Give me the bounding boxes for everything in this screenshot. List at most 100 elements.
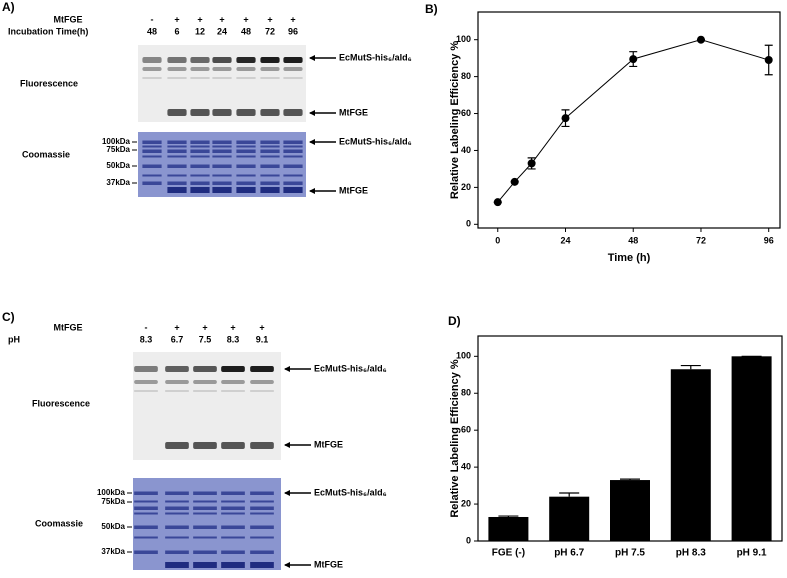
lane-label: 9.1 bbox=[256, 334, 269, 344]
x-tick-label: 72 bbox=[696, 235, 706, 245]
x-tick-label: 24 bbox=[560, 235, 570, 245]
band-label: MtFGE bbox=[314, 439, 343, 449]
gel-band bbox=[236, 155, 256, 158]
gel-band bbox=[250, 366, 274, 372]
lane-label: - bbox=[151, 14, 154, 24]
lane-label: 48 bbox=[147, 26, 157, 36]
error-bar bbox=[680, 364, 701, 370]
gel-band bbox=[250, 562, 274, 568]
gel-band bbox=[236, 57, 256, 63]
gel-band bbox=[250, 442, 274, 449]
error-bar bbox=[498, 515, 519, 517]
lane-label: 72 bbox=[265, 26, 275, 36]
marker-label: 37kDa bbox=[101, 547, 125, 556]
gel-band bbox=[250, 500, 274, 503]
gel-band bbox=[260, 109, 280, 116]
lane-label: - bbox=[145, 322, 148, 332]
gel-label: Coomassie bbox=[35, 518, 83, 528]
gel-band bbox=[283, 109, 303, 116]
x-tick-label: pH 7.5 bbox=[615, 548, 645, 559]
gel-band bbox=[260, 140, 280, 144]
gel-band bbox=[260, 164, 280, 168]
y-tick-label: 40 bbox=[461, 462, 471, 472]
gel-band bbox=[283, 67, 303, 71]
gel-band bbox=[190, 145, 210, 148]
band-label: EcMutS-his₆/ald₆ bbox=[314, 487, 387, 497]
gel-band bbox=[165, 512, 189, 515]
gel-band bbox=[236, 67, 256, 71]
y-tick-label: 100 bbox=[456, 351, 471, 361]
gel-band bbox=[193, 512, 217, 515]
arrow-head bbox=[284, 490, 290, 496]
gel-band bbox=[212, 67, 232, 71]
gel-band bbox=[260, 57, 280, 63]
gel-band bbox=[193, 380, 217, 384]
gel-band bbox=[167, 164, 187, 168]
gel-band bbox=[134, 500, 158, 503]
gel-band bbox=[260, 181, 280, 185]
gel-band bbox=[190, 67, 210, 71]
lane-label: + bbox=[267, 14, 272, 24]
gel-band bbox=[283, 155, 303, 158]
gel-band bbox=[165, 491, 189, 495]
gel-band bbox=[283, 77, 303, 79]
bar bbox=[670, 369, 711, 541]
gel-band bbox=[212, 164, 232, 168]
gel-band bbox=[190, 57, 210, 63]
gel-band bbox=[250, 506, 274, 510]
gel-band bbox=[221, 500, 245, 503]
gel-band bbox=[283, 57, 303, 63]
gel-band bbox=[221, 366, 245, 372]
gel-band bbox=[212, 57, 232, 63]
gel-band bbox=[236, 140, 256, 144]
panel-label: A) bbox=[2, 0, 15, 14]
lane-label: 12 bbox=[195, 26, 205, 36]
gel-band bbox=[142, 67, 162, 71]
gel-band bbox=[236, 77, 256, 79]
gel-band bbox=[193, 562, 217, 568]
bar bbox=[549, 496, 590, 541]
y-tick-label: 60 bbox=[461, 108, 471, 118]
gel-band bbox=[190, 77, 210, 79]
lane-label: 24 bbox=[217, 26, 227, 36]
gel-band bbox=[165, 380, 189, 384]
x-tick-label: pH 6.7 bbox=[554, 548, 584, 559]
gel-band bbox=[190, 174, 210, 177]
gel-band bbox=[193, 525, 217, 529]
y-tick-label: 100 bbox=[456, 34, 471, 44]
gel-band bbox=[221, 506, 245, 510]
data-point bbox=[629, 55, 638, 64]
gel-band bbox=[212, 155, 232, 158]
plot-frame bbox=[477, 11, 781, 229]
gel-band bbox=[142, 140, 162, 144]
arrow-head bbox=[309, 110, 315, 116]
gel-band bbox=[193, 500, 217, 503]
gel-band bbox=[212, 77, 232, 79]
gel-band bbox=[165, 550, 189, 554]
y-tick-label: 0 bbox=[466, 535, 471, 545]
gel-band bbox=[165, 390, 189, 392]
y-tick-label: 80 bbox=[461, 71, 471, 81]
gel-band bbox=[212, 181, 232, 185]
gel-band bbox=[283, 145, 303, 148]
lane-label: + bbox=[197, 14, 202, 24]
gel-band bbox=[165, 366, 189, 372]
arrow-head bbox=[284, 562, 290, 568]
gel-band bbox=[193, 390, 217, 392]
gel-band bbox=[260, 67, 280, 71]
marker-label: 100kDa bbox=[97, 488, 126, 497]
gel-band bbox=[221, 442, 245, 449]
gel-band bbox=[212, 174, 232, 177]
bar bbox=[610, 480, 650, 541]
data-point bbox=[764, 56, 773, 64]
gel-band bbox=[167, 145, 187, 148]
gel-band bbox=[134, 506, 158, 510]
x-tick-label: FGE (-) bbox=[492, 548, 525, 559]
marker-label: 37kDa bbox=[106, 178, 130, 187]
lane-label: 8.3 bbox=[140, 334, 153, 344]
error-bar bbox=[620, 478, 640, 481]
band-label: MtFGE bbox=[339, 107, 368, 117]
gel-band bbox=[190, 164, 210, 168]
y-axis-title: Relative Labeling Efficiency % bbox=[449, 359, 461, 518]
